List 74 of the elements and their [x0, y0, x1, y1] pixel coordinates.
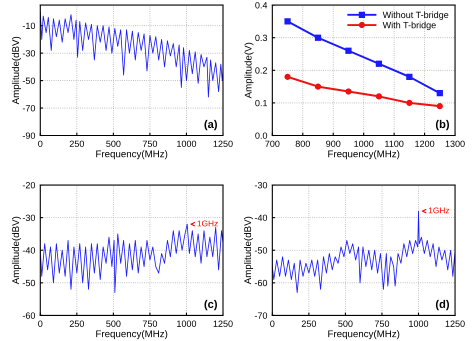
- point: [314, 34, 322, 41]
- y-tick-label: -70: [254, 312, 268, 319]
- y-tick-label: 0.3: [255, 34, 268, 42]
- y-tick-label: -40: [22, 247, 36, 254]
- x-tick-label: 750: [374, 320, 390, 327]
- y-tick-label: -50: [22, 78, 36, 84]
- point: [284, 74, 291, 80]
- y-axis-title: Amplitude(dBV): [12, 36, 21, 104]
- x-tick-label: 1000: [177, 140, 196, 147]
- y-tick-label: 0.1: [255, 100, 268, 106]
- x-tick-label: 750: [142, 320, 158, 327]
- x-tick-label: 250: [302, 320, 316, 327]
- point: [284, 18, 291, 25]
- y-tick-label: -50: [22, 280, 36, 286]
- y-tick-label: -30: [22, 214, 36, 221]
- point: [406, 74, 412, 80]
- point: [376, 60, 382, 67]
- y-tick-label: -30: [254, 182, 268, 188]
- x-tick-label: 0: [38, 320, 42, 327]
- annotation: (b): [436, 120, 450, 130]
- x-tick-label: 1000: [409, 320, 428, 327]
- x-tick-label: 0: [270, 320, 274, 327]
- point: [345, 88, 352, 95]
- y-tick-label: -70: [22, 105, 36, 112]
- x-tick-label: 750: [142, 140, 158, 147]
- x-tick-label: 0: [38, 140, 42, 147]
- x-tick-label: 250: [70, 140, 84, 147]
- y-tick-label: -90: [22, 132, 36, 139]
- point: [436, 103, 443, 110]
- x-tick-label: 1000: [354, 140, 374, 147]
- x-tick-label: 1250: [214, 320, 233, 327]
- y-tick-label: 0.2: [255, 67, 268, 74]
- y-axis-title: Amplitude(dBV): [12, 216, 21, 284]
- x-axis-title: Frequency(MHz): [96, 150, 168, 160]
- x-tick-label: 1300: [446, 140, 465, 147]
- x-tick-label: 250: [70, 320, 84, 327]
- annotation: 1GHz: [428, 207, 450, 214]
- annotation: 1GHz: [198, 220, 218, 226]
- x-axis-title: Frequency(MHz): [96, 330, 168, 340]
- line-series: [40, 12, 223, 98]
- annotation: (c): [204, 300, 217, 310]
- x-tick-label: 700: [265, 140, 280, 147]
- x-tick-label: 900: [326, 140, 340, 147]
- y-axis-title: Amplitude(dBV): [244, 216, 254, 284]
- y-tick-label: 0.4: [255, 2, 268, 8]
- y-tick-label: -30: [22, 50, 36, 57]
- point: [314, 83, 322, 90]
- y-tick-label: -10: [22, 22, 36, 30]
- annotation: (d): [436, 300, 450, 310]
- x-tick-label: 1000: [177, 320, 196, 327]
- x-tick-label: 500: [338, 320, 353, 327]
- point: [376, 93, 382, 100]
- y-tick-label: 0.0: [255, 132, 268, 139]
- x-axis-title: Frequency(MHz): [328, 330, 400, 340]
- y-tick-label: -60: [22, 312, 36, 319]
- y-tick-label: -50: [254, 247, 268, 254]
- x-tick-label: 1100: [385, 140, 404, 147]
- x-tick-label: 1250: [214, 140, 233, 147]
- x-axis-title: Frequency(MHz): [328, 150, 400, 160]
- legend-label: Without T-bridge: [382, 11, 448, 20]
- x-tick-label: 500: [106, 320, 121, 327]
- y-tick-label: -20: [22, 182, 36, 188]
- x-tick-label: 800: [296, 140, 310, 147]
- legend-label: With T-bridge: [382, 22, 436, 30]
- x-tick-label: 500: [106, 140, 121, 147]
- y-axis-title: Amplitude(V): [244, 42, 254, 98]
- x-tick-label: 1250: [446, 320, 465, 327]
- point: [345, 48, 352, 54]
- y-tick-label: -40: [254, 214, 268, 221]
- annotation: (a): [204, 120, 217, 130]
- y-tick-label: -60: [254, 280, 268, 286]
- point: [406, 100, 412, 106]
- x-tick-label: 1200: [415, 140, 434, 147]
- point: [436, 90, 443, 96]
